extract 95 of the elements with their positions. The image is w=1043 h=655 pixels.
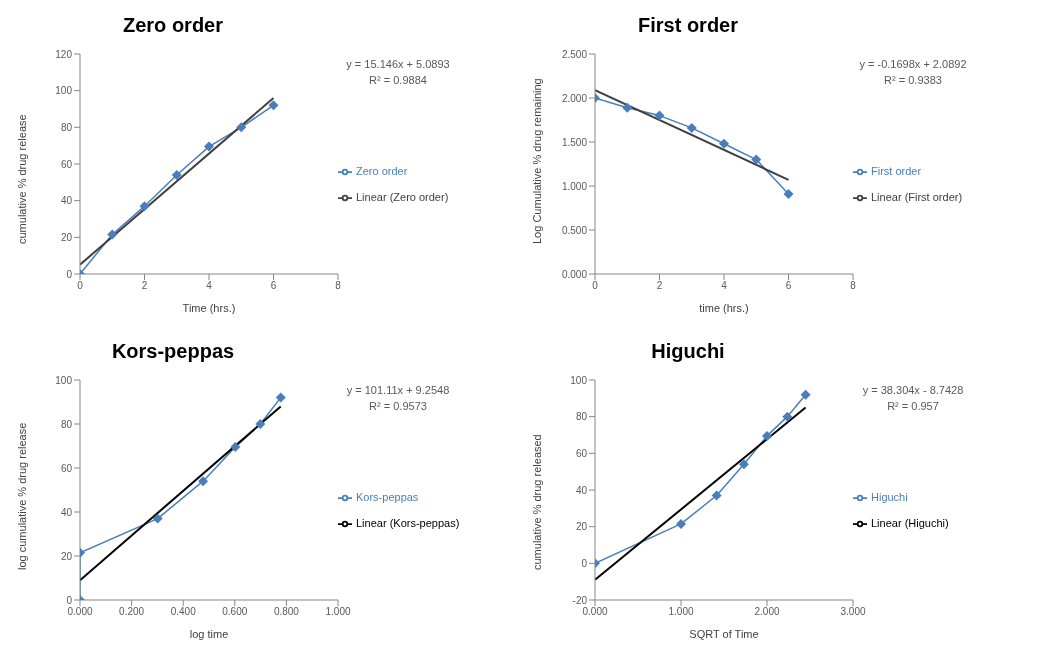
point (738, 459, 749, 470)
x-tick-label: 0 (77, 280, 84, 292)
y-tick-label: 60 (60, 462, 73, 474)
y-tick-label: 20 (60, 231, 73, 243)
x-tick-label: 1.000 (325, 606, 351, 618)
point (622, 102, 633, 113)
text: y = 101.11x + 9.2548 (345, 383, 451, 398)
y-tick-label: 60 (60, 158, 73, 170)
y-axis-title: cumulative % drug release (15, 114, 28, 244)
x-tick-label: 0 (592, 280, 599, 292)
y-tick-label: 80 (575, 411, 588, 423)
y-tick-label: 100 (570, 374, 588, 386)
point (719, 138, 729, 149)
x-tick-label: 6 (785, 280, 792, 292)
y-tick-label: 2.500 (561, 48, 588, 60)
legend-label: Zero order (356, 165, 408, 177)
x-axis-title: log time (189, 628, 229, 640)
y-tick-label: 0 (66, 268, 73, 280)
x-tick-label: 4 (206, 280, 213, 292)
y-tick-label: 0 (581, 557, 588, 569)
point (676, 518, 686, 529)
point (268, 100, 279, 111)
x-tick-label: 0.400 (170, 606, 197, 618)
y-tick-label: 80 (60, 121, 73, 133)
legend-label: Linear (Kors-peppas) (356, 517, 460, 529)
x-tick-label: 2 (141, 280, 148, 292)
y-tick-label: 100 (55, 374, 73, 386)
point (711, 490, 722, 501)
point (230, 442, 241, 453)
text: y = 15.146x + 5.0893 (345, 57, 451, 72)
x-tick-label: 8 (850, 280, 857, 292)
point (762, 430, 772, 441)
legend-label: Linear (First order) (871, 191, 963, 203)
y-axis-title: Log Cumulative % drug remaining (530, 78, 543, 244)
x-tick-label: 3.000 (840, 606, 866, 618)
point (255, 419, 266, 429)
point (686, 122, 697, 133)
legend-label: Linear (Higuchi) (871, 517, 949, 529)
x-tick-label: 6 (270, 280, 277, 292)
y-tick-label: 0 (66, 594, 73, 606)
y-tick-label: 40 (575, 484, 588, 496)
chart-title: Zero order (122, 13, 224, 38)
text: y = -0.1698x + 2.0892 (858, 57, 968, 72)
y-tick-label: 20 (575, 521, 588, 533)
point (236, 122, 247, 133)
y-tick-label: 40 (60, 506, 73, 518)
y-tick-label: 40 (60, 195, 73, 207)
point (107, 229, 118, 240)
y-tick-label: 80 (60, 418, 73, 430)
legend-label: Higuchi (871, 491, 908, 503)
text: R² = 0.9884 (368, 73, 428, 88)
point (800, 389, 811, 400)
point (783, 188, 794, 199)
y-tick-label: 2.000 (561, 92, 588, 104)
chart-title: Higuchi (650, 339, 726, 364)
x-tick-label: 2.000 (754, 606, 780, 618)
point (152, 513, 163, 524)
y-tick-label: 20 (60, 550, 73, 562)
y-tick-label: 60 (575, 447, 588, 459)
point (275, 392, 286, 403)
y-tick-label: 120 (55, 48, 73, 60)
y-axis-title: cumulative % drug released (530, 434, 543, 570)
x-tick-label: 8 (335, 280, 342, 292)
point (198, 476, 209, 487)
legend-label: Linear (Zero order) (356, 191, 449, 203)
point (139, 201, 150, 212)
legend-label: Kors-peppas (356, 491, 419, 503)
y-axis-title: log cumulative % drug release (15, 422, 28, 570)
x-axis-title: Time (hrs.) (182, 302, 236, 314)
point (751, 154, 762, 165)
x-tick-label: 0.800 (273, 606, 300, 618)
y-tick-label: 0.500 (561, 224, 588, 236)
point (204, 141, 214, 152)
text: R² = 0.9383 (883, 73, 943, 88)
text: y = 38.304x - 8.7428 (861, 383, 965, 398)
x-tick-label: 0.200 (119, 606, 145, 618)
x-tick-label: 2 (656, 280, 663, 292)
y-tick-label: 100 (55, 85, 73, 97)
text: R² = 0.9573 (368, 399, 428, 414)
point (782, 411, 793, 422)
y-tick-label: 1.000 (561, 180, 588, 192)
y-tick-label: -20 (572, 594, 588, 606)
x-tick-label: 4 (721, 280, 728, 292)
point (171, 170, 182, 180)
text: R² = 0.957 (886, 399, 940, 414)
chart-title: First order (637, 13, 739, 38)
x-axis-title: SQRT of Time (689, 628, 759, 640)
legend-label: First order (871, 165, 922, 177)
x-axis-title: time (hrs.) (699, 302, 749, 314)
y-tick-label: 0.000 (561, 268, 588, 280)
x-tick-label: 0.600 (222, 606, 248, 618)
point (654, 110, 665, 121)
x-tick-label: 1.000 (668, 606, 694, 618)
y-tick-label: 1.500 (561, 136, 588, 148)
chart-title: Kors-peppas (110, 339, 236, 364)
